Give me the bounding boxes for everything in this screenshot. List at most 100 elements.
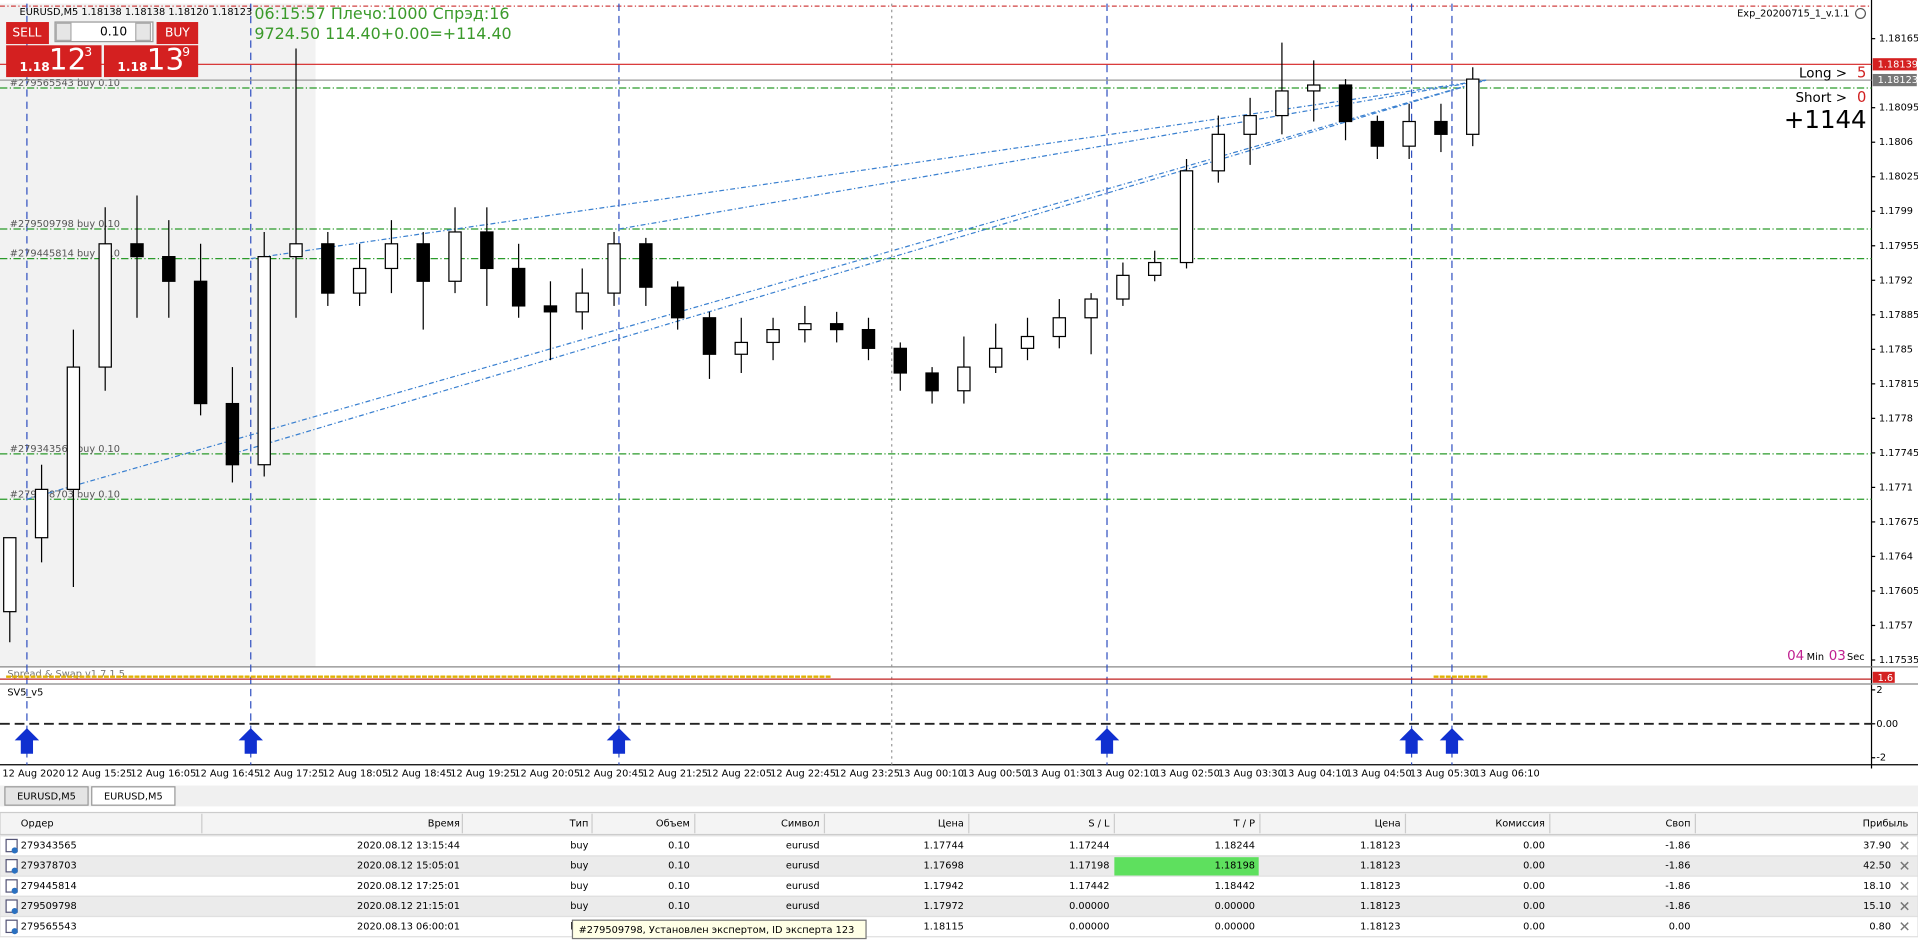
close-order[interactable] bbox=[1900, 922, 1909, 931]
order-label: #279378703 buy 0.10 bbox=[10, 489, 120, 500]
table-cell: 1.18123 bbox=[1360, 861, 1400, 872]
x-tick-label: 12 Aug 18:05 bbox=[322, 768, 388, 779]
x-tick-label: 12 Aug 16:05 bbox=[130, 768, 196, 779]
x-tick-label: 12 Aug 23:25 bbox=[834, 768, 900, 779]
spread-value-box bbox=[1872, 671, 1895, 683]
candle-body bbox=[257, 256, 271, 466]
table-cell: 0.00 bbox=[1523, 921, 1545, 932]
table-header: T / P bbox=[1233, 819, 1255, 830]
table-cell: buy bbox=[570, 861, 588, 872]
candle-body bbox=[384, 243, 399, 270]
lot-input[interactable] bbox=[54, 21, 154, 43]
candle-body bbox=[1466, 78, 1480, 135]
table-cell: 0.00000 bbox=[1069, 921, 1109, 932]
candle-body bbox=[607, 243, 621, 294]
table-cell: 2020.08.12 21:15:01 bbox=[357, 901, 460, 912]
candle-body bbox=[162, 256, 176, 282]
lot-value[interactable]: 0.10 bbox=[100, 24, 127, 38]
tab[interactable] bbox=[4, 786, 89, 806]
table-header: S / L bbox=[1088, 819, 1110, 830]
tab[interactable] bbox=[91, 786, 176, 806]
table-cell: 1.18244 bbox=[1215, 841, 1255, 852]
order-label: #279509798 buy 0.10 bbox=[10, 219, 120, 230]
table-cell: 0.00000 bbox=[1215, 921, 1255, 932]
table-cell: 0.00000 bbox=[1215, 901, 1255, 912]
total-profit: +1144 bbox=[1784, 105, 1867, 134]
order-label: #279343565 buy 0.10 bbox=[10, 444, 120, 455]
candle-body bbox=[3, 537, 17, 613]
candle-body bbox=[1434, 120, 1448, 135]
y-tick-label: 1.18025 bbox=[1879, 172, 1918, 183]
tab-label[interactable]: EURUSD,M5 bbox=[17, 792, 76, 803]
table-header: Объем bbox=[656, 818, 690, 830]
signal-arrow bbox=[238, 728, 263, 754]
ask-box[interactable] bbox=[103, 45, 199, 78]
y-tick-label: 1.18095 bbox=[1879, 103, 1918, 114]
bid-digits: 12 bbox=[49, 43, 86, 77]
y-tick-label: 1.17745 bbox=[1879, 448, 1918, 459]
table-cell: 0.10 bbox=[668, 881, 690, 892]
sell-label[interactable]: SELL bbox=[12, 26, 41, 40]
table-cell: 0.00 bbox=[1523, 841, 1545, 852]
table-cell: -1.86 bbox=[1665, 841, 1690, 852]
close-order[interactable] bbox=[1900, 901, 1909, 911]
signal-arrow bbox=[606, 728, 632, 754]
tooltip: #279509798, Установлен экспертом, ID экс… bbox=[579, 925, 855, 936]
indicator-tick-label: -2 bbox=[1876, 753, 1886, 764]
expert-name: Exp_20200715_1_v.1.1 bbox=[1737, 8, 1849, 19]
buy-label[interactable]: BUY bbox=[165, 26, 190, 40]
close-order[interactable] bbox=[1900, 881, 1909, 891]
y-tick-label: 1.1799 bbox=[1879, 206, 1913, 217]
tp-highlight bbox=[1114, 857, 1259, 876]
lot-down[interactable] bbox=[55, 22, 72, 41]
tooltip-box bbox=[571, 919, 867, 940]
timer-sec-label: Sec bbox=[1847, 652, 1865, 663]
bid-box[interactable] bbox=[6, 45, 102, 78]
spread-value: 1.6 bbox=[1878, 673, 1894, 684]
order-label: #279565543 buy 0.10 bbox=[10, 78, 120, 89]
candle-body bbox=[639, 243, 653, 288]
signal-arrow bbox=[14, 728, 40, 754]
tab-bar bbox=[0, 785, 1918, 807]
table-cell: 0.00000 bbox=[1069, 901, 1109, 912]
candle-body bbox=[321, 243, 335, 294]
timer-minutes: 04 bbox=[1787, 649, 1804, 664]
candle-body bbox=[1370, 120, 1385, 147]
y-tick-label: 1.17675 bbox=[1879, 517, 1918, 528]
tab-label[interactable]: EURUSD,M5 bbox=[104, 792, 163, 803]
table-cell: 1.17442 bbox=[1069, 881, 1109, 892]
close-order[interactable] bbox=[1900, 841, 1909, 850]
x-tick-label: 13 Aug 01:30 bbox=[1026, 768, 1092, 779]
ask-label: 1.18139 bbox=[1878, 59, 1918, 70]
table-header-bg bbox=[0, 811, 1918, 836]
candle-body bbox=[1402, 120, 1416, 147]
ask-big: 1.18 bbox=[117, 60, 147, 74]
x-tick-label: 12 Aug 2020 bbox=[2, 768, 65, 779]
table-cell: 1.17972 bbox=[924, 901, 964, 912]
long-label: Long > bbox=[1799, 66, 1847, 81]
candle-body bbox=[893, 347, 908, 374]
x-tick-label: 13 Aug 04:50 bbox=[1346, 768, 1412, 779]
long-count: 5 bbox=[1857, 64, 1866, 81]
y-tick-label: 1.17815 bbox=[1879, 379, 1918, 390]
table-row[interactable] bbox=[0, 915, 1918, 938]
y-tick-label: 1.1792 bbox=[1879, 275, 1913, 286]
table-cell: 2020.08.12 17:25:01 bbox=[357, 881, 460, 892]
close-order[interactable] bbox=[1900, 861, 1909, 870]
order-icon bbox=[5, 879, 18, 893]
table-cell: 2020.08.12 15:05:01 bbox=[357, 861, 460, 872]
table-cell: eurusd bbox=[786, 861, 820, 872]
table-cell: 279378703 bbox=[21, 861, 77, 872]
y-tick-label: 1.17955 bbox=[1879, 241, 1918, 252]
table-cell: 18.10 bbox=[1863, 881, 1891, 892]
lot-up[interactable] bbox=[135, 22, 152, 41]
candle-body bbox=[480, 231, 494, 270]
table-cell: eurusd bbox=[786, 881, 820, 892]
sell-button[interactable] bbox=[6, 22, 49, 45]
table-cell: 1.18198 bbox=[1215, 861, 1255, 872]
x-tick-label: 12 Aug 18:45 bbox=[386, 768, 452, 779]
candle-body bbox=[1116, 274, 1130, 300]
buy-button[interactable] bbox=[156, 22, 199, 45]
table-header: Комиссия bbox=[1495, 819, 1545, 830]
